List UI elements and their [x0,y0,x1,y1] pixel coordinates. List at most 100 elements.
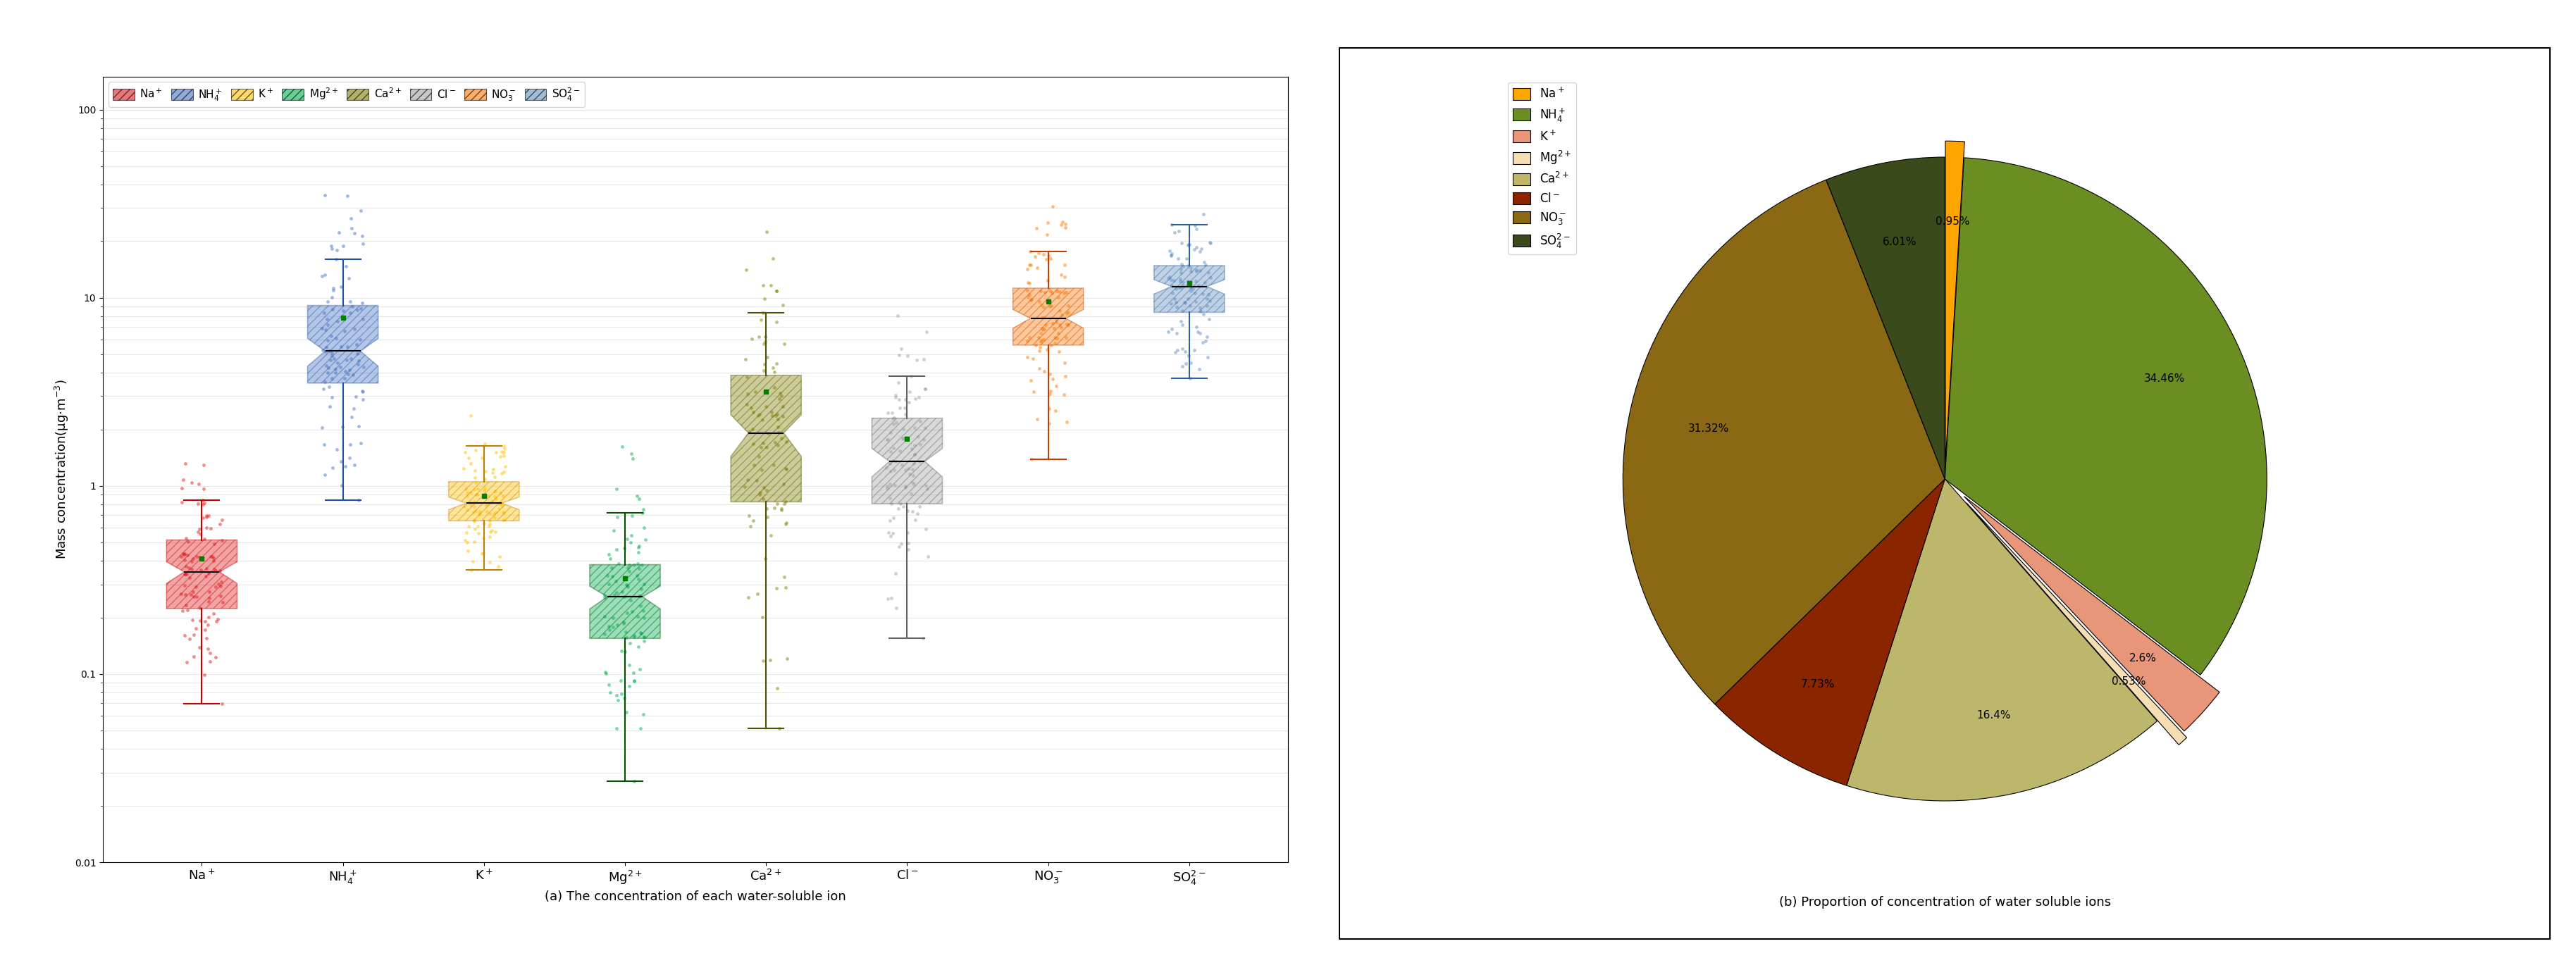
Point [623,506,665,521]
Point [904,421,945,436]
Point [600,673,641,688]
X-axis label: (b) Proportion of concentration of water soluble ions: (b) Proportion of concentration of water… [1780,896,2110,909]
Point [605,578,647,593]
Point [1154,345,1195,360]
Point [1023,321,1064,336]
Point [894,456,935,471]
Point [332,367,374,382]
Point [304,344,345,359]
Point [608,580,649,595]
Point [757,438,799,453]
Point [1015,220,1056,236]
Point [1020,343,1061,358]
Point [317,242,358,258]
Point [1157,326,1198,341]
Point [757,496,799,512]
Point [464,471,505,487]
Point [1149,269,1190,285]
Point [747,440,788,455]
Point [1046,316,1087,331]
Point [1038,317,1079,332]
Point [1180,361,1221,376]
Point [866,432,907,447]
Point [335,337,376,353]
Point [1046,330,1087,345]
Point [881,496,922,512]
Point [1170,260,1211,275]
Point [1190,269,1231,285]
Point [443,445,484,460]
Point [907,482,948,497]
Point [585,627,626,642]
Point [461,450,502,466]
Point [332,410,374,425]
Point [1167,237,1208,252]
Point [598,557,639,572]
Point [592,619,634,634]
Point [747,224,788,240]
Point [886,525,927,540]
Point [193,554,234,569]
Point [464,489,505,504]
Point [724,352,765,367]
Point [603,584,644,600]
Point [616,488,657,503]
Point [312,240,353,256]
Point [183,668,224,683]
Point [201,574,242,589]
Point [453,470,495,486]
Point [319,454,361,469]
Point [1175,221,1216,237]
Point [871,444,912,459]
Point [590,551,631,566]
Point [868,513,909,529]
Point [180,601,222,616]
Point [742,609,783,625]
Point [1046,220,1087,236]
Point [461,546,502,561]
Point [1010,330,1051,345]
Point [904,478,945,493]
Point [590,622,631,637]
Point [726,589,768,604]
Point [201,579,242,594]
Point [891,441,933,456]
Point [198,577,240,592]
Point [309,353,350,368]
Legend: Na$^+$, NH$_4^+$, K$^+$, Mg$^{2+}$, Ca$^{2+}$, Cl$^-$, NO$_3^-$, SO$_4^{2-}$: Na$^+$, NH$_4^+$, K$^+$, Mg$^{2+}$, Ca$^… [108,82,585,107]
Point [196,562,237,578]
Point [1154,291,1195,307]
Point [322,478,363,493]
Point [765,581,806,596]
Point [1018,245,1059,261]
Point [899,390,940,405]
Point [1023,331,1064,347]
Point [173,650,214,665]
Point [1028,227,1069,242]
Point [1159,274,1200,289]
Point [1033,320,1074,335]
Point [469,529,510,544]
Point [456,443,497,458]
Point [618,545,659,560]
Point [886,392,927,407]
Point [739,312,781,328]
Point [744,334,786,350]
Point [1020,283,1061,298]
Point [1036,311,1077,327]
Point [1180,244,1221,260]
Point [312,390,353,405]
Point [456,481,497,496]
Point [1190,236,1231,251]
Point [1170,298,1211,313]
Point [469,506,510,521]
Point [613,673,654,688]
Point [1190,293,1231,308]
Point [175,549,216,564]
Point [605,629,647,645]
Point [886,480,927,495]
Point [307,358,348,374]
Point [165,586,206,602]
Point [451,494,492,510]
Point [884,400,925,416]
